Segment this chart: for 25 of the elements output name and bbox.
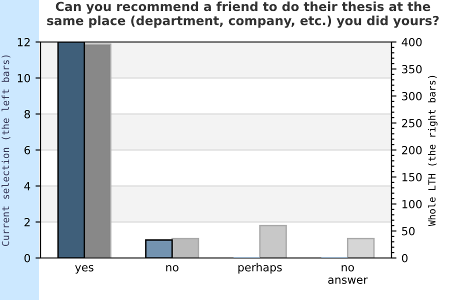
y2-tick-label: 250 bbox=[402, 118, 422, 128]
y-tick-label: 10 bbox=[18, 74, 30, 82]
y-tick-label: 0 bbox=[24, 254, 30, 262]
bar bbox=[259, 224, 287, 258]
y-tick-label: 8 bbox=[24, 110, 30, 118]
y2-axis-title: Whole LTH (the right bars) bbox=[428, 76, 438, 226]
x-tick-label: perhaps bbox=[238, 262, 282, 274]
y-tick-label: 6 bbox=[24, 146, 30, 154]
y2-tick-label: 100 bbox=[402, 200, 422, 208]
chart-title: Can you recommend a friend to do their thesis at the same place (department, company, etc.) you did yours? bbox=[47, 2, 439, 28]
x-tick-label: no bbox=[166, 265, 178, 272]
y2-tick-label: 350 bbox=[402, 64, 422, 74]
y2-tick-label: 50 bbox=[402, 226, 415, 236]
x-tick-label: yes bbox=[75, 265, 94, 274]
y2-tick-label: 200 bbox=[402, 146, 422, 154]
y2-tick-label: 400 bbox=[402, 38, 422, 46]
y-axis-title: Current selection (the left bars) bbox=[2, 55, 10, 246]
y2-tick-label: 0 bbox=[402, 254, 408, 262]
bar bbox=[346, 238, 375, 258]
y2-tick-label: 300 bbox=[402, 92, 422, 100]
y2-tick-label: 150 bbox=[402, 172, 422, 182]
x-tick-label: no answer bbox=[328, 265, 368, 284]
y-tick-label: 12 bbox=[18, 38, 30, 46]
y-tick-label: 4 bbox=[24, 182, 30, 190]
y-tick-label: 2 bbox=[24, 218, 30, 226]
